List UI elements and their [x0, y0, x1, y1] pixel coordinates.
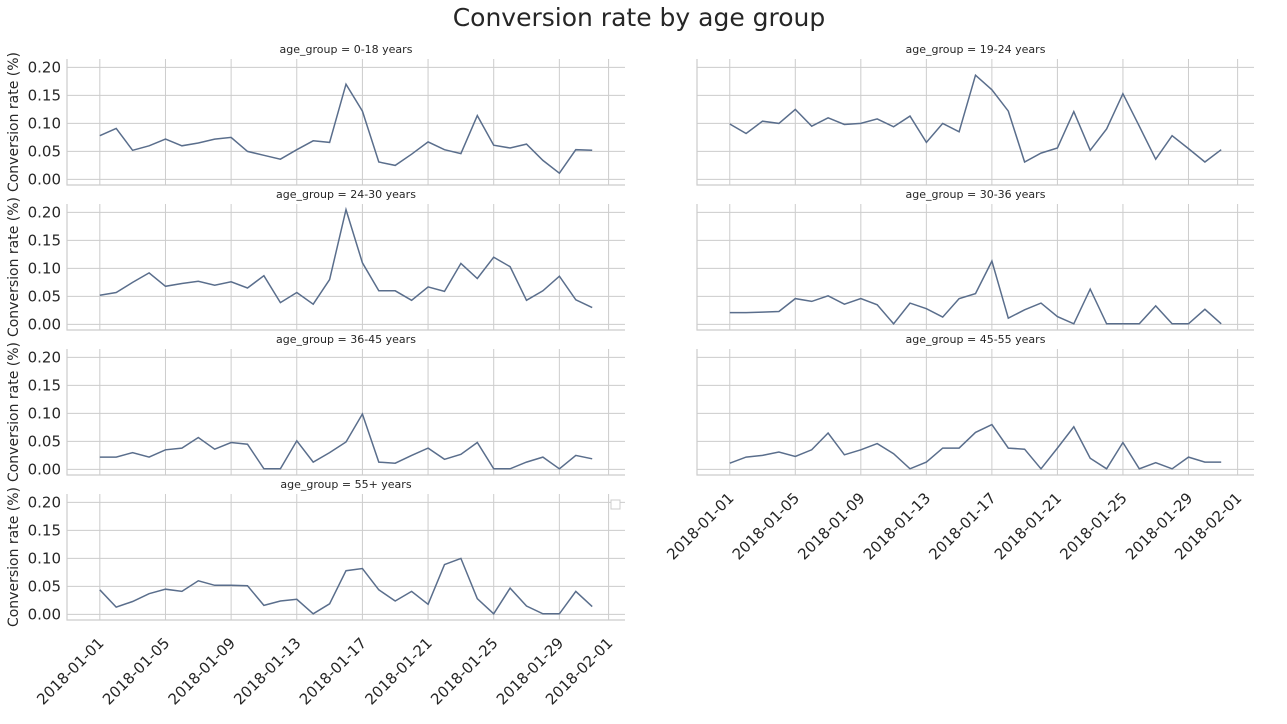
axis-spine: [696, 349, 1254, 476]
y-tick-label: 0.20: [28, 58, 61, 76]
panel-title: age_group = 30-36 years: [906, 188, 1046, 201]
panel-title: age_group = 45-55 years: [906, 333, 1046, 346]
x-tick-label: 2018-01-17: [925, 489, 999, 563]
axis-spine: [696, 204, 1254, 331]
series-line: [99, 82, 593, 175]
y-axis-label: Conversion rate (%): [6, 487, 22, 627]
facet-panel: age_group = 0-18 years 0.00 0.05 0.10 0.15 0.…: [6, 43, 625, 192]
y-tick-label: 0.00: [28, 605, 61, 623]
y-axis-label: Conversion rate (%): [6, 342, 22, 482]
facet-panels: age_group = 0-18 years 0.00 0.05 0.10 0.15 0.…: [6, 43, 1254, 708]
axis-spine: [66, 204, 625, 331]
y-tick-label: 0.15: [28, 231, 61, 249]
x-tick-label: 2018-01-01: [33, 634, 107, 708]
y-tick-label: 0.00: [28, 460, 61, 478]
y-tick-label: 0.05: [28, 432, 61, 450]
axis-spine: [66, 59, 625, 186]
series-line: [99, 557, 593, 615]
x-tick-label: 2018-01-25: [427, 634, 501, 708]
y-tick-label: 0.00: [28, 170, 61, 188]
panel-title: age_group = 36-45 years: [276, 333, 416, 346]
y-tick-label: 0.00: [28, 315, 61, 333]
series-line: [99, 412, 593, 470]
y-tick-label: 0.15: [28, 376, 61, 394]
x-tick-label: 2018-01-01: [663, 489, 737, 563]
y-axis-label: Conversion rate (%): [6, 52, 22, 192]
y-tick-label: 0.20: [28, 348, 61, 366]
axis-spine: [696, 59, 1254, 186]
y-tick-label: 0.10: [28, 114, 61, 132]
x-tick-label: 2018-01-05: [729, 489, 803, 563]
chart-title: Conversion rate by age group: [453, 3, 826, 32]
x-tick-label: 2018-01-13: [230, 634, 304, 708]
x-tick-label: 2018-01-13: [860, 489, 934, 563]
x-tick-label: 2018-01-05: [99, 634, 173, 708]
panel-title: age_group = 24-30 years: [276, 188, 416, 201]
axis-spine: [66, 494, 625, 621]
x-tick-label: 2018-01-09: [794, 489, 868, 563]
series-line: [729, 423, 1222, 470]
facet-panel: age_group = 36-45 years 0.00 0.05 0.10 0.15 0…: [6, 333, 625, 482]
y-tick-label: 0.20: [28, 203, 61, 221]
facet-panel: age_group = 19-24 years: [696, 43, 1254, 186]
y-tick-label: 0.15: [28, 86, 61, 104]
series-line: [729, 259, 1222, 325]
series-line: [99, 206, 593, 309]
y-tick-label: 0.10: [28, 404, 61, 422]
facet-panel: age_group = 30-36 years: [696, 188, 1254, 331]
x-tick-label: 2018-01-09: [165, 634, 239, 708]
x-tick-label: 2018-01-21: [362, 634, 436, 708]
y-tick-label: 0.05: [28, 287, 61, 305]
facet-panel: age_group = 55+ years 0.00 0.05 0.10 0.15 0.2…: [6, 478, 625, 708]
y-tick-label: 0.20: [28, 493, 61, 511]
axis-spine: [66, 349, 625, 476]
panel-title: age_group = 55+ years: [280, 478, 411, 491]
y-axis-label: Conversion rate (%): [6, 197, 22, 337]
series-line: [729, 73, 1222, 164]
y-tick-label: 0.10: [28, 549, 61, 567]
x-tick-label: 2018-01-21: [991, 489, 1065, 563]
y-tick-label: 0.05: [28, 577, 61, 595]
empty-legend-box: [610, 499, 621, 510]
y-tick-label: 0.15: [28, 521, 61, 539]
x-tick-label: 2018-01-17: [296, 634, 370, 708]
facet-panel: age_group = 24-30 years 0.00 0.05 0.10 0.15 0…: [6, 188, 625, 337]
y-tick-label: 0.05: [28, 142, 61, 160]
facet-panel: age_group = 45-55 years2018-01-012018-01…: [663, 333, 1254, 563]
panel-title: age_group = 19-24 years: [906, 43, 1046, 56]
y-tick-label: 0.10: [28, 259, 61, 277]
x-tick-label: 2018-01-25: [1056, 489, 1130, 563]
panel-title: age_group = 0-18 years: [280, 43, 413, 56]
